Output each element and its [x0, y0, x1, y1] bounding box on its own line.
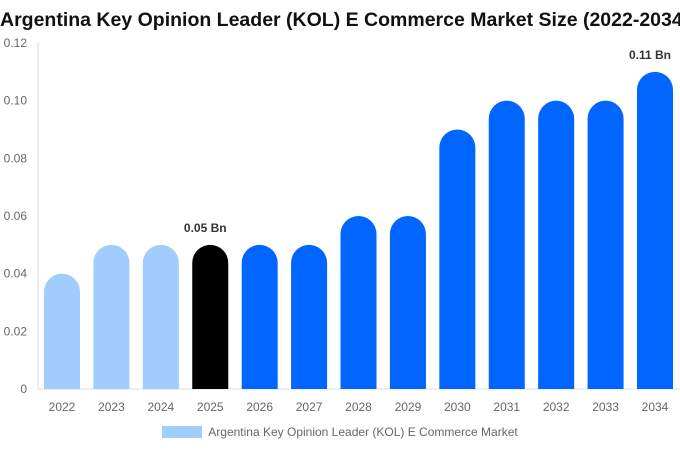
- x-tick-label: 2029: [395, 400, 422, 414]
- bar-2029: [389, 216, 426, 389]
- bar-2027: [291, 244, 328, 389]
- y-tick-label: 0.06: [4, 209, 28, 223]
- x-tick-label: 2034: [642, 400, 669, 414]
- chart-title: Argentina Key Opinion Leader (KOL) E Com…: [0, 9, 680, 31]
- y-tick-label: 0.10: [4, 94, 28, 108]
- x-tick-label: 2032: [543, 400, 570, 414]
- bar-2022: [44, 273, 80, 389]
- bar-2028: [340, 216, 377, 389]
- x-tick-label: 2027: [296, 400, 323, 414]
- bar-2030: [439, 129, 476, 389]
- x-tick-label: 2022: [49, 400, 76, 414]
- x-tick-label: 2026: [246, 400, 273, 414]
- x-tick-label: 2028: [345, 400, 372, 414]
- bar-2024: [142, 244, 179, 389]
- legend: Argentina Key Opinion Leader (KOL) E Com…: [0, 425, 680, 439]
- y-tick-label: 0.04: [4, 267, 28, 281]
- data-label: 0.11 Bn: [629, 48, 671, 62]
- x-tick-label: 2033: [592, 400, 619, 414]
- x-tick-label: 2030: [444, 400, 471, 414]
- x-tick-label: 2025: [197, 400, 224, 414]
- legend-swatch: [162, 426, 203, 438]
- y-tick-label: 0.02: [4, 324, 28, 338]
- bar-2023: [93, 244, 130, 389]
- x-tick-label: 2024: [147, 400, 174, 414]
- bar-2026: [241, 244, 278, 389]
- y-tick-label: 0.12: [4, 36, 28, 50]
- bar-2025: [192, 244, 229, 389]
- x-tick-label: 2031: [493, 400, 520, 414]
- y-tick-label: 0: [20, 382, 27, 396]
- legend-label: Argentina Key Opinion Leader (KOL) E Com…: [208, 425, 518, 439]
- bar-2031: [488, 100, 525, 389]
- bar-2034: [637, 71, 673, 389]
- x-tick-label: 2023: [98, 400, 125, 414]
- data-label: 0.05 Bn: [184, 221, 227, 235]
- bar-2033: [587, 100, 624, 389]
- y-tick-label: 0.08: [4, 151, 28, 165]
- bar-2032: [538, 100, 575, 389]
